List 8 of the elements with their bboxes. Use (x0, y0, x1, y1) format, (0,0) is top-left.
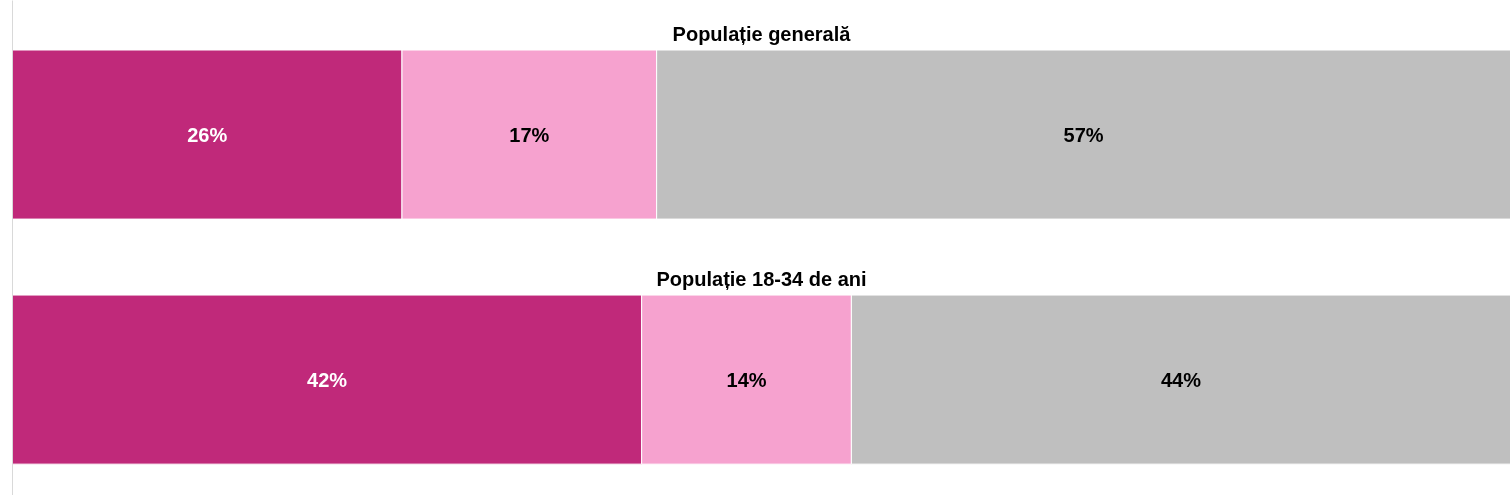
data-label: 17% (509, 123, 550, 146)
data-label: 26% (187, 123, 228, 146)
data-label: 14% (726, 368, 767, 391)
data-label: 42% (307, 368, 348, 391)
data-label: 57% (1063, 123, 1104, 146)
y-tick-label: Populație generală (672, 23, 852, 46)
y-tick-label: Populație 18-34 de ani (656, 268, 867, 291)
data-label: 44% (1160, 368, 1202, 391)
